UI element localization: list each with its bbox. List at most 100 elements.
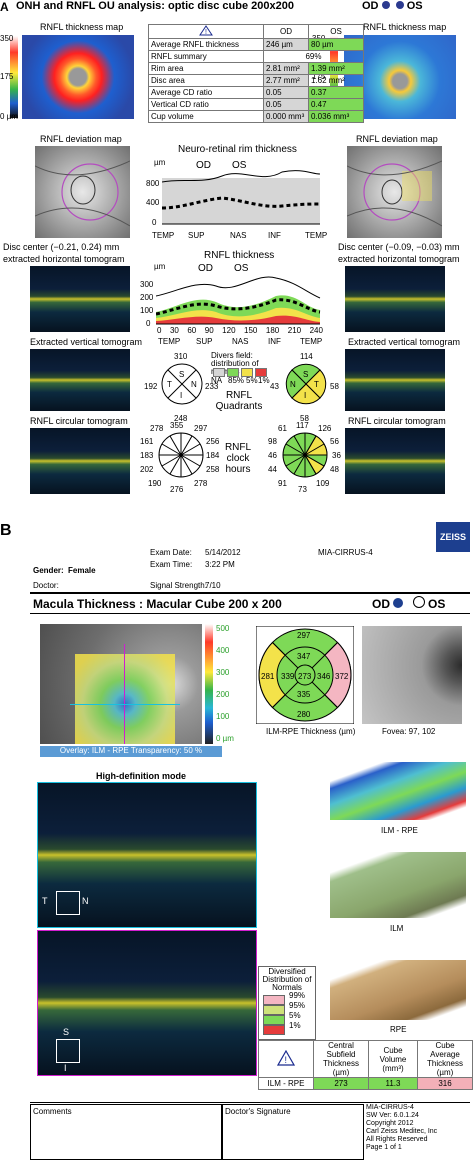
clock-right-3: 36 [332, 451, 341, 460]
rnfl-xtick: 150 [244, 326, 258, 335]
clock-left-1: 297 [194, 424, 208, 433]
quadrants-label: RNFL Quadrants [215, 390, 263, 412]
grid-right: 372 [335, 672, 349, 681]
overlay-caption: Overlay: ILM - RPE Transparency: 50 % [40, 746, 222, 757]
header-divider [30, 592, 470, 594]
signature-box[interactable]: Doctor's Signature [222, 1104, 364, 1160]
row-label-vert-cd: Vertical CD ratio [148, 98, 264, 111]
vtomo-right-title: Extracted vertical tomogram [348, 337, 461, 347]
os-cup-volume: 0.036 mm³ [308, 110, 364, 123]
clock-left-circle [158, 432, 204, 478]
ilm-rpe-3d-map [330, 762, 466, 820]
rpe-3d-label: RPE [390, 1025, 407, 1034]
vertical-bscan: S I [37, 930, 257, 1076]
horizontal-scan-line [70, 704, 180, 705]
clock-left-6: 276 [170, 485, 184, 494]
etdrs-grid [256, 626, 354, 724]
rnfl-ytick-0: 0 [146, 319, 151, 328]
exam-date-label: Exam Date: [150, 548, 192, 557]
cube-volume-value: 11.3 [368, 1077, 418, 1090]
divers-1: 1% [258, 376, 270, 385]
comments-label: Comments [33, 1107, 72, 1116]
scale-500: 500 [216, 624, 230, 633]
grid-inner-right: 346 [317, 672, 331, 681]
svg-text:S: S [179, 370, 184, 379]
row-label-rim-area: Rim area [148, 62, 264, 75]
scale-400: 400 [216, 646, 230, 655]
thickness-overlay [75, 654, 175, 744]
bscan-n-label: N [82, 896, 89, 906]
footer-divider [30, 1102, 470, 1103]
clock-right-10: 98 [268, 437, 277, 446]
header-cube-avg: Cube Average Thickness (µm) [417, 1040, 473, 1078]
rim-ytick-0: 0 [152, 218, 157, 227]
rim-unit: µm [154, 158, 166, 167]
warning-icon: ! [148, 24, 264, 39]
rim-xtick-temp: TEMP [152, 231, 175, 240]
signal-label: Signal Strength: [150, 581, 207, 590]
svg-text:T: T [314, 380, 319, 389]
bscan-i-label: I [64, 1063, 67, 1073]
divers-swatch-1 [255, 368, 267, 377]
clock-left-9: 183 [140, 451, 154, 460]
col-od-header: OD [263, 24, 309, 39]
comments-box[interactable]: Comments [30, 1104, 222, 1160]
os-disc-area: 1.62 mm² [308, 74, 364, 87]
panel-a-title: ONH and RNFL OU analysis: optic disc cub… [16, 0, 294, 12]
legend-95: 95% [289, 1001, 306, 1010]
left-scale-tick-top: 350 [0, 34, 14, 43]
doctor-label: Doctor: [33, 581, 59, 590]
footer-line: All Rights Reserved [366, 1136, 428, 1143]
quad-right-s: 114 [300, 352, 313, 361]
divers-swatch-95 [227, 368, 239, 377]
clock-right-5: 109 [316, 479, 330, 488]
htomo-right-title: extracted horizontal tomogram [338, 254, 460, 264]
os-dot-icon [395, 1, 404, 9]
legend-swatch-5 [263, 1015, 285, 1025]
os-rnfl-summary: 69% [263, 50, 364, 63]
od-avg-rnfl: 246 µm [263, 38, 309, 51]
grid-inner-bottom: 335 [297, 690, 311, 699]
clock-left-8: 202 [140, 465, 154, 474]
row-label-avg-cd: Average CD ratio [148, 86, 264, 99]
macula-color-scale [205, 624, 213, 744]
od-selected-icon [393, 598, 404, 608]
left-rnfl-thickness-map [22, 35, 134, 119]
svg-text:I: I [304, 391, 306, 400]
rnfl-ytick-300: 300 [140, 280, 154, 289]
summary-row-label: ILM - RPE [258, 1077, 314, 1090]
device-name: MIA-CIRRUS-4 [318, 548, 373, 557]
os-rim-area: 1.39 mm² [308, 62, 364, 75]
rnfl-ytick-200: 200 [140, 293, 154, 302]
rnfl-ytick-100: 100 [140, 306, 154, 315]
rnfl-xtick-temp: TEMP [158, 337, 181, 346]
fovea-caption: Fovea: 97, 102 [382, 727, 436, 736]
os-unselected-icon [412, 596, 425, 608]
divers-title: Divers field: distribution of normals [211, 351, 259, 376]
scale-300: 300 [216, 668, 230, 677]
quad-left-i: 248 [174, 414, 188, 423]
macula-title: Macula Thickness : Macular Cube 200 x 20… [33, 597, 282, 611]
quad-right-circle: ST NI [285, 363, 327, 405]
footer-line: Carl Zeiss Meditec, Inc [366, 1128, 438, 1135]
dev-left-title: RNFL deviation map [40, 134, 122, 144]
legend-swatch-99 [263, 995, 285, 1005]
left-circular-tomogram [30, 428, 130, 494]
clock-left-2: 256 [206, 437, 220, 446]
exam-time: 3:22 PM [205, 560, 235, 569]
dev-right-title: RNFL deviation map [356, 134, 438, 144]
rnfl-xtick-nas: NAS [232, 337, 249, 346]
ilm-3d-label: ILM [390, 924, 404, 933]
clock-left-10: 161 [140, 437, 154, 446]
ilm-3d-map [330, 852, 466, 918]
fovea-image [362, 626, 462, 724]
circ-right-title: RNFL circular tomogram [348, 416, 446, 426]
right-map-title: RNFL thickness map [363, 22, 447, 32]
title-divider [30, 613, 470, 614]
footer-info: MIA-CIRRUS-4 SW Ver: 6.0.1.24 Copyright … [366, 1104, 437, 1152]
rpe-3d-map [330, 960, 466, 1020]
grid-caption: ILM-RPE Thickness (µm) [266, 727, 356, 736]
legend-swatches [263, 995, 285, 1035]
left-scale-tick-mid: 175 [0, 72, 14, 81]
right-horizontal-tomogram [345, 266, 445, 332]
